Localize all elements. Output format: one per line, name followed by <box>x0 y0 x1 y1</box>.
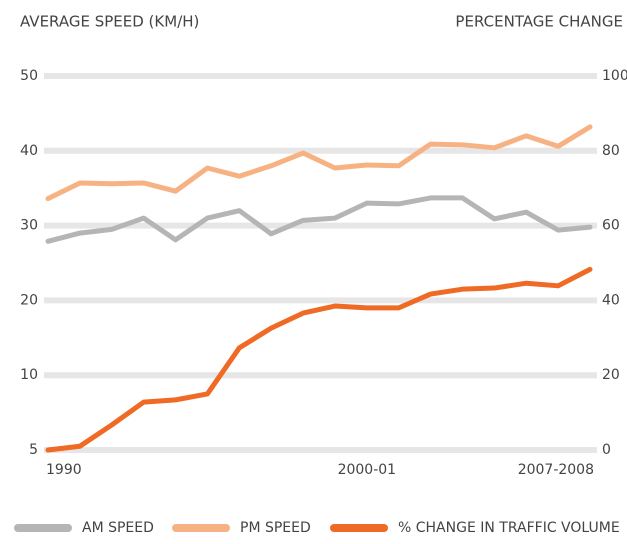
y2-tick-label: 0 <box>602 442 611 458</box>
y2-tick-label: 60 <box>602 218 620 234</box>
y2-axis-title: PERCENTAGE CHANGE <box>455 13 623 31</box>
series-line <box>45 195 593 244</box>
y2-tick-label: 40 <box>602 292 620 308</box>
y-axis-title: AVERAGE SPEED (KM/H) <box>20 13 199 31</box>
y-tick-label: 50 <box>20 68 38 84</box>
legend-label: AM SPEED <box>82 520 154 536</box>
x-tick-label: 2007-2008 <box>518 462 594 478</box>
legend-label: PM SPEED <box>240 520 311 536</box>
legend-label: % CHANGE IN TRAFFIC VOLUME <box>398 520 620 536</box>
y-tick-label: 40 <box>20 143 38 159</box>
series-line <box>45 266 593 453</box>
y2-tick-label: 100 <box>602 68 627 84</box>
y2-tick-label: 80 <box>602 143 620 159</box>
y-tick-label: 30 <box>20 218 38 234</box>
y2-tick-label: 20 <box>602 367 620 383</box>
y-tick-label: 10 <box>20 367 38 383</box>
x-tick-label: 2000-01 <box>338 462 397 478</box>
series-line <box>45 124 593 202</box>
y-tick-label: 20 <box>20 292 38 308</box>
y-tick-label: 5 <box>29 442 38 458</box>
x-tick-label: 1990 <box>46 462 82 478</box>
